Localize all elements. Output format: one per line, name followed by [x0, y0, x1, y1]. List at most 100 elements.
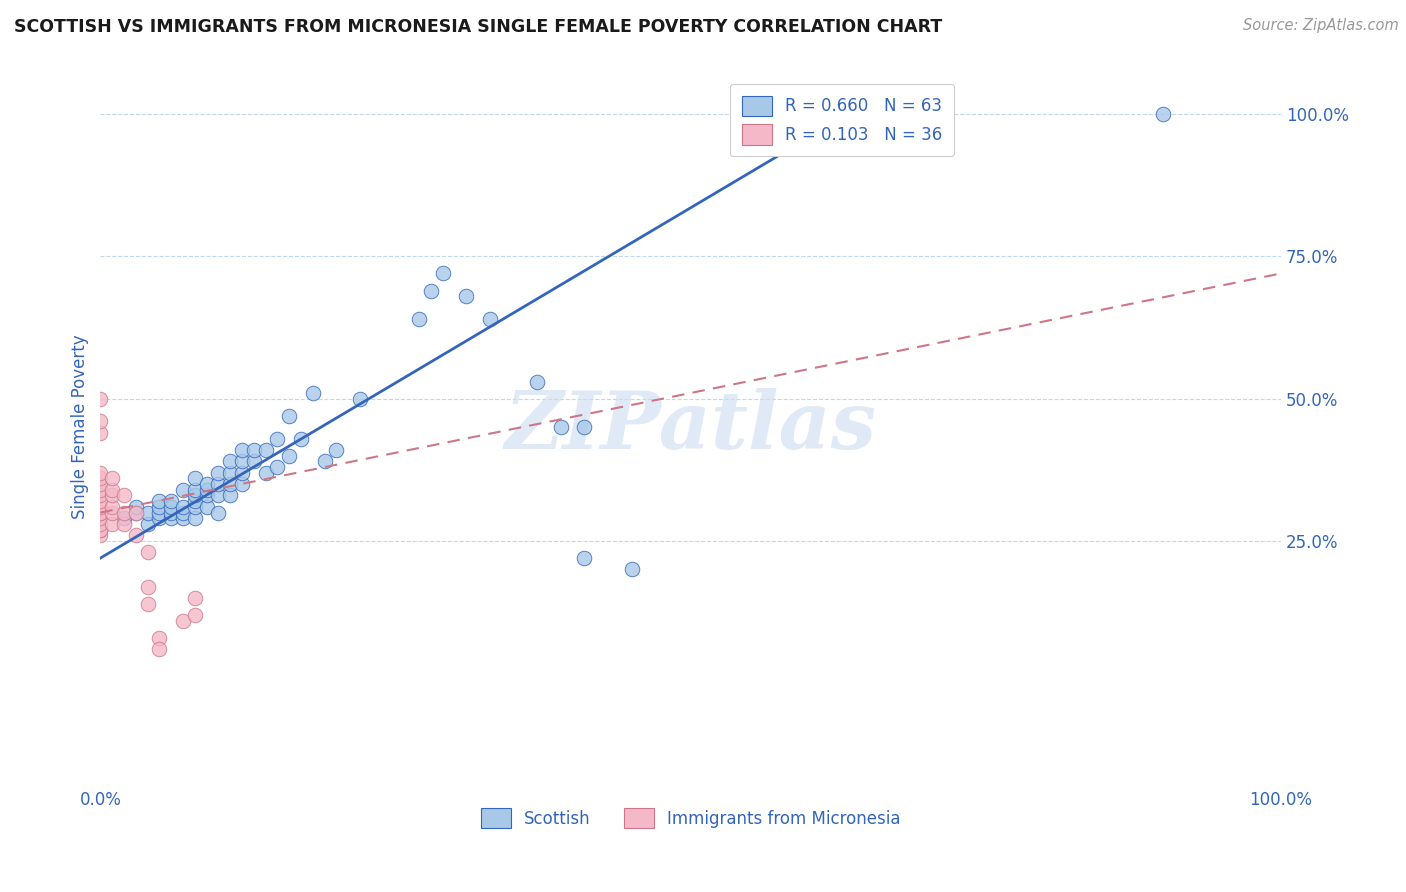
Point: [89, 471, 111, 485]
Point: [101, 483, 124, 497]
Point: [160, 511, 183, 525]
Point: [136, 516, 159, 531]
Point: [219, 488, 242, 502]
Point: [89, 392, 111, 406]
Point: [89, 488, 111, 502]
Point: [148, 642, 170, 657]
Point: [112, 511, 135, 525]
Point: [526, 375, 548, 389]
Point: [408, 312, 430, 326]
Point: [101, 488, 124, 502]
Point: [89, 494, 111, 508]
Point: [243, 442, 266, 457]
Point: [207, 506, 229, 520]
Point: [231, 466, 253, 480]
Point: [172, 500, 194, 514]
Point: [231, 454, 253, 468]
Point: [419, 284, 441, 298]
Point: [89, 511, 111, 525]
Point: [125, 506, 148, 520]
Point: [112, 516, 135, 531]
Point: [172, 614, 194, 628]
Point: [195, 488, 218, 502]
Point: [101, 516, 124, 531]
Point: [89, 528, 111, 542]
Point: [302, 386, 325, 401]
Point: [172, 506, 194, 520]
Point: [195, 483, 218, 497]
Point: [89, 506, 111, 520]
Point: [184, 607, 207, 622]
Point: [160, 500, 183, 514]
Point: [89, 414, 111, 428]
Point: [278, 449, 301, 463]
Point: [184, 591, 207, 605]
Point: [160, 506, 183, 520]
Legend: Scottish, Immigrants from Micronesia: Scottish, Immigrants from Micronesia: [474, 801, 907, 835]
Point: [89, 425, 111, 440]
Point: [101, 471, 124, 485]
Point: [243, 454, 266, 468]
Point: [184, 500, 207, 514]
Point: [89, 523, 111, 537]
Text: SCOTTISH VS IMMIGRANTS FROM MICRONESIA SINGLE FEMALE POVERTY CORRELATION CHART: SCOTTISH VS IMMIGRANTS FROM MICRONESIA S…: [14, 18, 942, 36]
Point: [266, 460, 288, 475]
Point: [184, 471, 207, 485]
Y-axis label: Single Female Poverty: Single Female Poverty: [72, 334, 89, 519]
Point: [148, 500, 170, 514]
Point: [89, 466, 111, 480]
Point: [112, 506, 135, 520]
Point: [278, 409, 301, 423]
Point: [148, 494, 170, 508]
Point: [184, 483, 207, 497]
Point: [219, 466, 242, 480]
Point: [136, 545, 159, 559]
Point: [478, 312, 501, 326]
Point: [574, 420, 596, 434]
Point: [219, 477, 242, 491]
Point: [172, 483, 194, 497]
Point: [184, 488, 207, 502]
Point: [456, 289, 478, 303]
Text: ZIPatlas: ZIPatlas: [505, 388, 877, 466]
Point: [101, 506, 124, 520]
Point: [172, 511, 194, 525]
Point: [207, 466, 229, 480]
Point: [148, 511, 170, 525]
Point: [574, 551, 596, 566]
Point: [231, 477, 253, 491]
Point: [231, 442, 253, 457]
Point: [432, 267, 454, 281]
Point: [160, 494, 183, 508]
Point: [550, 420, 572, 434]
Point: [254, 442, 277, 457]
Point: [195, 500, 218, 514]
Point: [207, 477, 229, 491]
Point: [207, 488, 229, 502]
Point: [136, 580, 159, 594]
Point: [136, 597, 159, 611]
Point: [89, 500, 111, 514]
Point: [1152, 107, 1174, 121]
Point: [620, 562, 643, 576]
Point: [184, 511, 207, 525]
Point: [349, 392, 371, 406]
Point: [89, 477, 111, 491]
Text: Source: ZipAtlas.com: Source: ZipAtlas.com: [1243, 18, 1399, 33]
Point: [148, 631, 170, 645]
Point: [125, 528, 148, 542]
Point: [314, 454, 336, 468]
Point: [136, 506, 159, 520]
Point: [125, 500, 148, 514]
Point: [101, 500, 124, 514]
Point: [325, 442, 347, 457]
Point: [148, 506, 170, 520]
Point: [89, 523, 111, 537]
Point: [290, 432, 312, 446]
Point: [219, 454, 242, 468]
Point: [195, 477, 218, 491]
Point: [89, 506, 111, 520]
Point: [266, 432, 288, 446]
Point: [89, 516, 111, 531]
Point: [125, 506, 148, 520]
